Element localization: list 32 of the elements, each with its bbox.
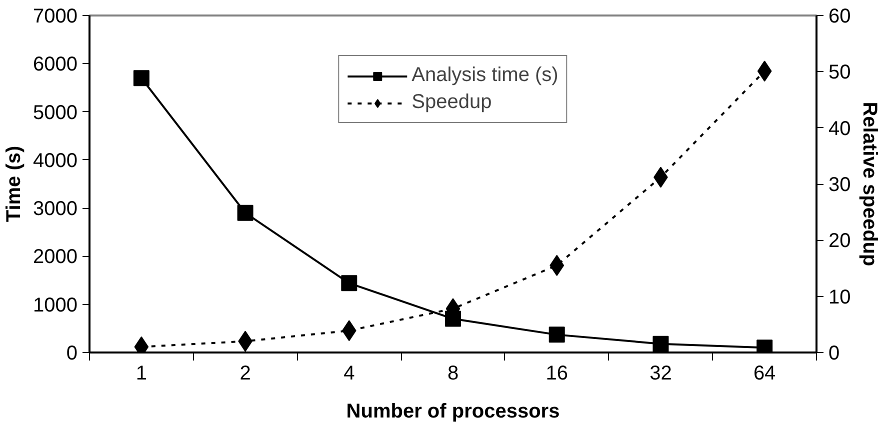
legend-label: Analysis time (s) [412,64,558,87]
x-tick-label: 32 [650,362,672,384]
y-tick-label: 7000 [33,6,78,28]
x-tick-label: 2 [240,362,251,384]
x-tick-label: 8 [447,362,459,384]
point [341,275,358,292]
x-tick-label: 1 [136,362,147,384]
y-tick-label: 3000 [33,198,78,220]
x-tick-label: 16 [546,362,568,384]
point [652,336,669,352]
y2-tick-label: 10 [828,286,851,308]
x-axis-title: Number of processors [346,400,560,422]
x-tick-label: 64 [753,362,776,384]
y-tick-label: 4000 [33,150,78,172]
legend-label: Speedup [412,91,492,114]
point [237,204,254,221]
x-tick-label: 4 [344,362,355,384]
point [133,70,150,86]
y-tick-label: 6000 [33,54,78,76]
y2-tick-label: 30 [828,174,851,196]
y2-tick-label: 40 [828,118,851,140]
point [548,326,565,343]
y-axis-title: Time (s) [3,146,26,222]
y2-tick-label: 20 [828,230,851,252]
y-tick-label: 0 [66,342,78,364]
y2-tick-label: 0 [828,342,840,364]
y-tick-label: 2000 [33,246,78,268]
y-tick-label: 5000 [33,102,78,124]
y2-tick-label: 50 [828,62,851,84]
y2-tick-label: 60 [828,6,851,28]
y-tick-label: 1000 [33,294,78,316]
y2-axis-title: Relative speedup [858,102,881,266]
